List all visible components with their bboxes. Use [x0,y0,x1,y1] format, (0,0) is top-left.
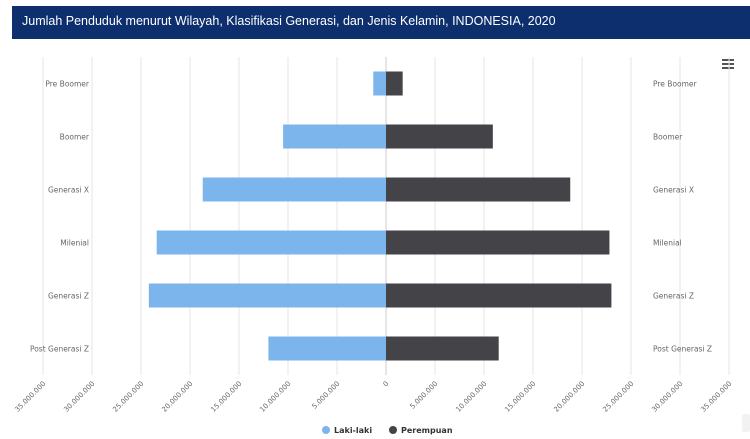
category-label-left: Boomer [60,133,90,142]
grid-lines [42,57,730,375]
title-bar: Jumlah Penduduk menurut Wilayah, Klasifi… [12,6,750,39]
bar-perempuan[interactable] [386,177,571,202]
category-label-right: Post Generasi Z [653,345,712,354]
x-tick-label: 35.000.000 [13,380,47,414]
scroll-handle[interactable] [742,414,750,432]
x-tick-label: 10.000.000 [258,380,292,414]
bars [148,71,612,361]
bar-laki-laki[interactable] [283,124,386,149]
x-tick-label: 0 [382,380,391,389]
category-label-left: Milenial [60,239,89,248]
category-label-right: Generasi X [653,186,694,195]
bar-laki-laki[interactable] [156,230,386,255]
legend: Laki-laki Perempuan [322,426,453,435]
x-tick-label: 20.000.000 [160,380,194,414]
bar-perempuan[interactable] [386,230,610,255]
legend-item-label[interactable]: Laki-laki [334,426,372,435]
bar-laki-laki[interactable] [268,336,386,361]
x-tick-label: 25.000.000 [601,380,635,414]
category-label-left: Post Generasi Z [30,345,89,354]
bar-laki-laki[interactable] [202,177,386,202]
chart-menu-button[interactable] [718,56,740,74]
bar-laki-laki[interactable] [148,283,386,308]
legend-item-label[interactable]: Perempuan [401,426,453,435]
x-tick-label: 25.000.000 [111,380,145,414]
chart-title: Jumlah Penduduk menurut Wilayah, Klasifi… [22,14,556,28]
category-label-right: Milenial [653,239,682,248]
bar-perempuan[interactable] [386,283,612,308]
bar-laki-laki[interactable] [373,71,386,96]
x-tick-label: 5.000.000 [409,380,440,411]
x-tick-labels: 45.000.00040.000.00035.000.00030.000.000… [13,380,750,414]
x-tick-label: 5.000.000 [311,380,342,411]
x-tick-label: 20.000.000 [552,380,586,414]
bar-perempuan[interactable] [386,336,499,361]
category-labels-right: Pre Boomer Boomer Generasi X Milenial Genera… [653,80,712,354]
x-tick-label: 15.000.000 [209,380,243,414]
category-label-right: Pre Boomer [653,80,698,89]
hamburger-menu-icon [722,59,734,69]
category-label-left: Generasi X [48,186,89,195]
legend-symbol [322,426,330,434]
x-tick-label: 15.000.000 [503,380,537,414]
x-tick-label: 10.000.000 [454,380,488,414]
bar-perempuan[interactable] [386,124,493,149]
category-label-left: Generasi Z [48,292,89,301]
bar-perempuan[interactable] [386,71,403,96]
x-tick-label: 35.000.000 [699,380,733,414]
category-label-left: Pre Boomer [45,80,90,89]
x-tick-label: 30.000.000 [650,380,684,414]
category-label-right: Generasi Z [653,292,694,301]
x-tick-label: 30.000.000 [62,380,96,414]
category-label-right: Boomer [653,133,683,142]
legend-symbol [389,426,397,434]
category-labels-left: Pre Boomer Boomer Generasi X Milenial Genera… [30,80,90,354]
